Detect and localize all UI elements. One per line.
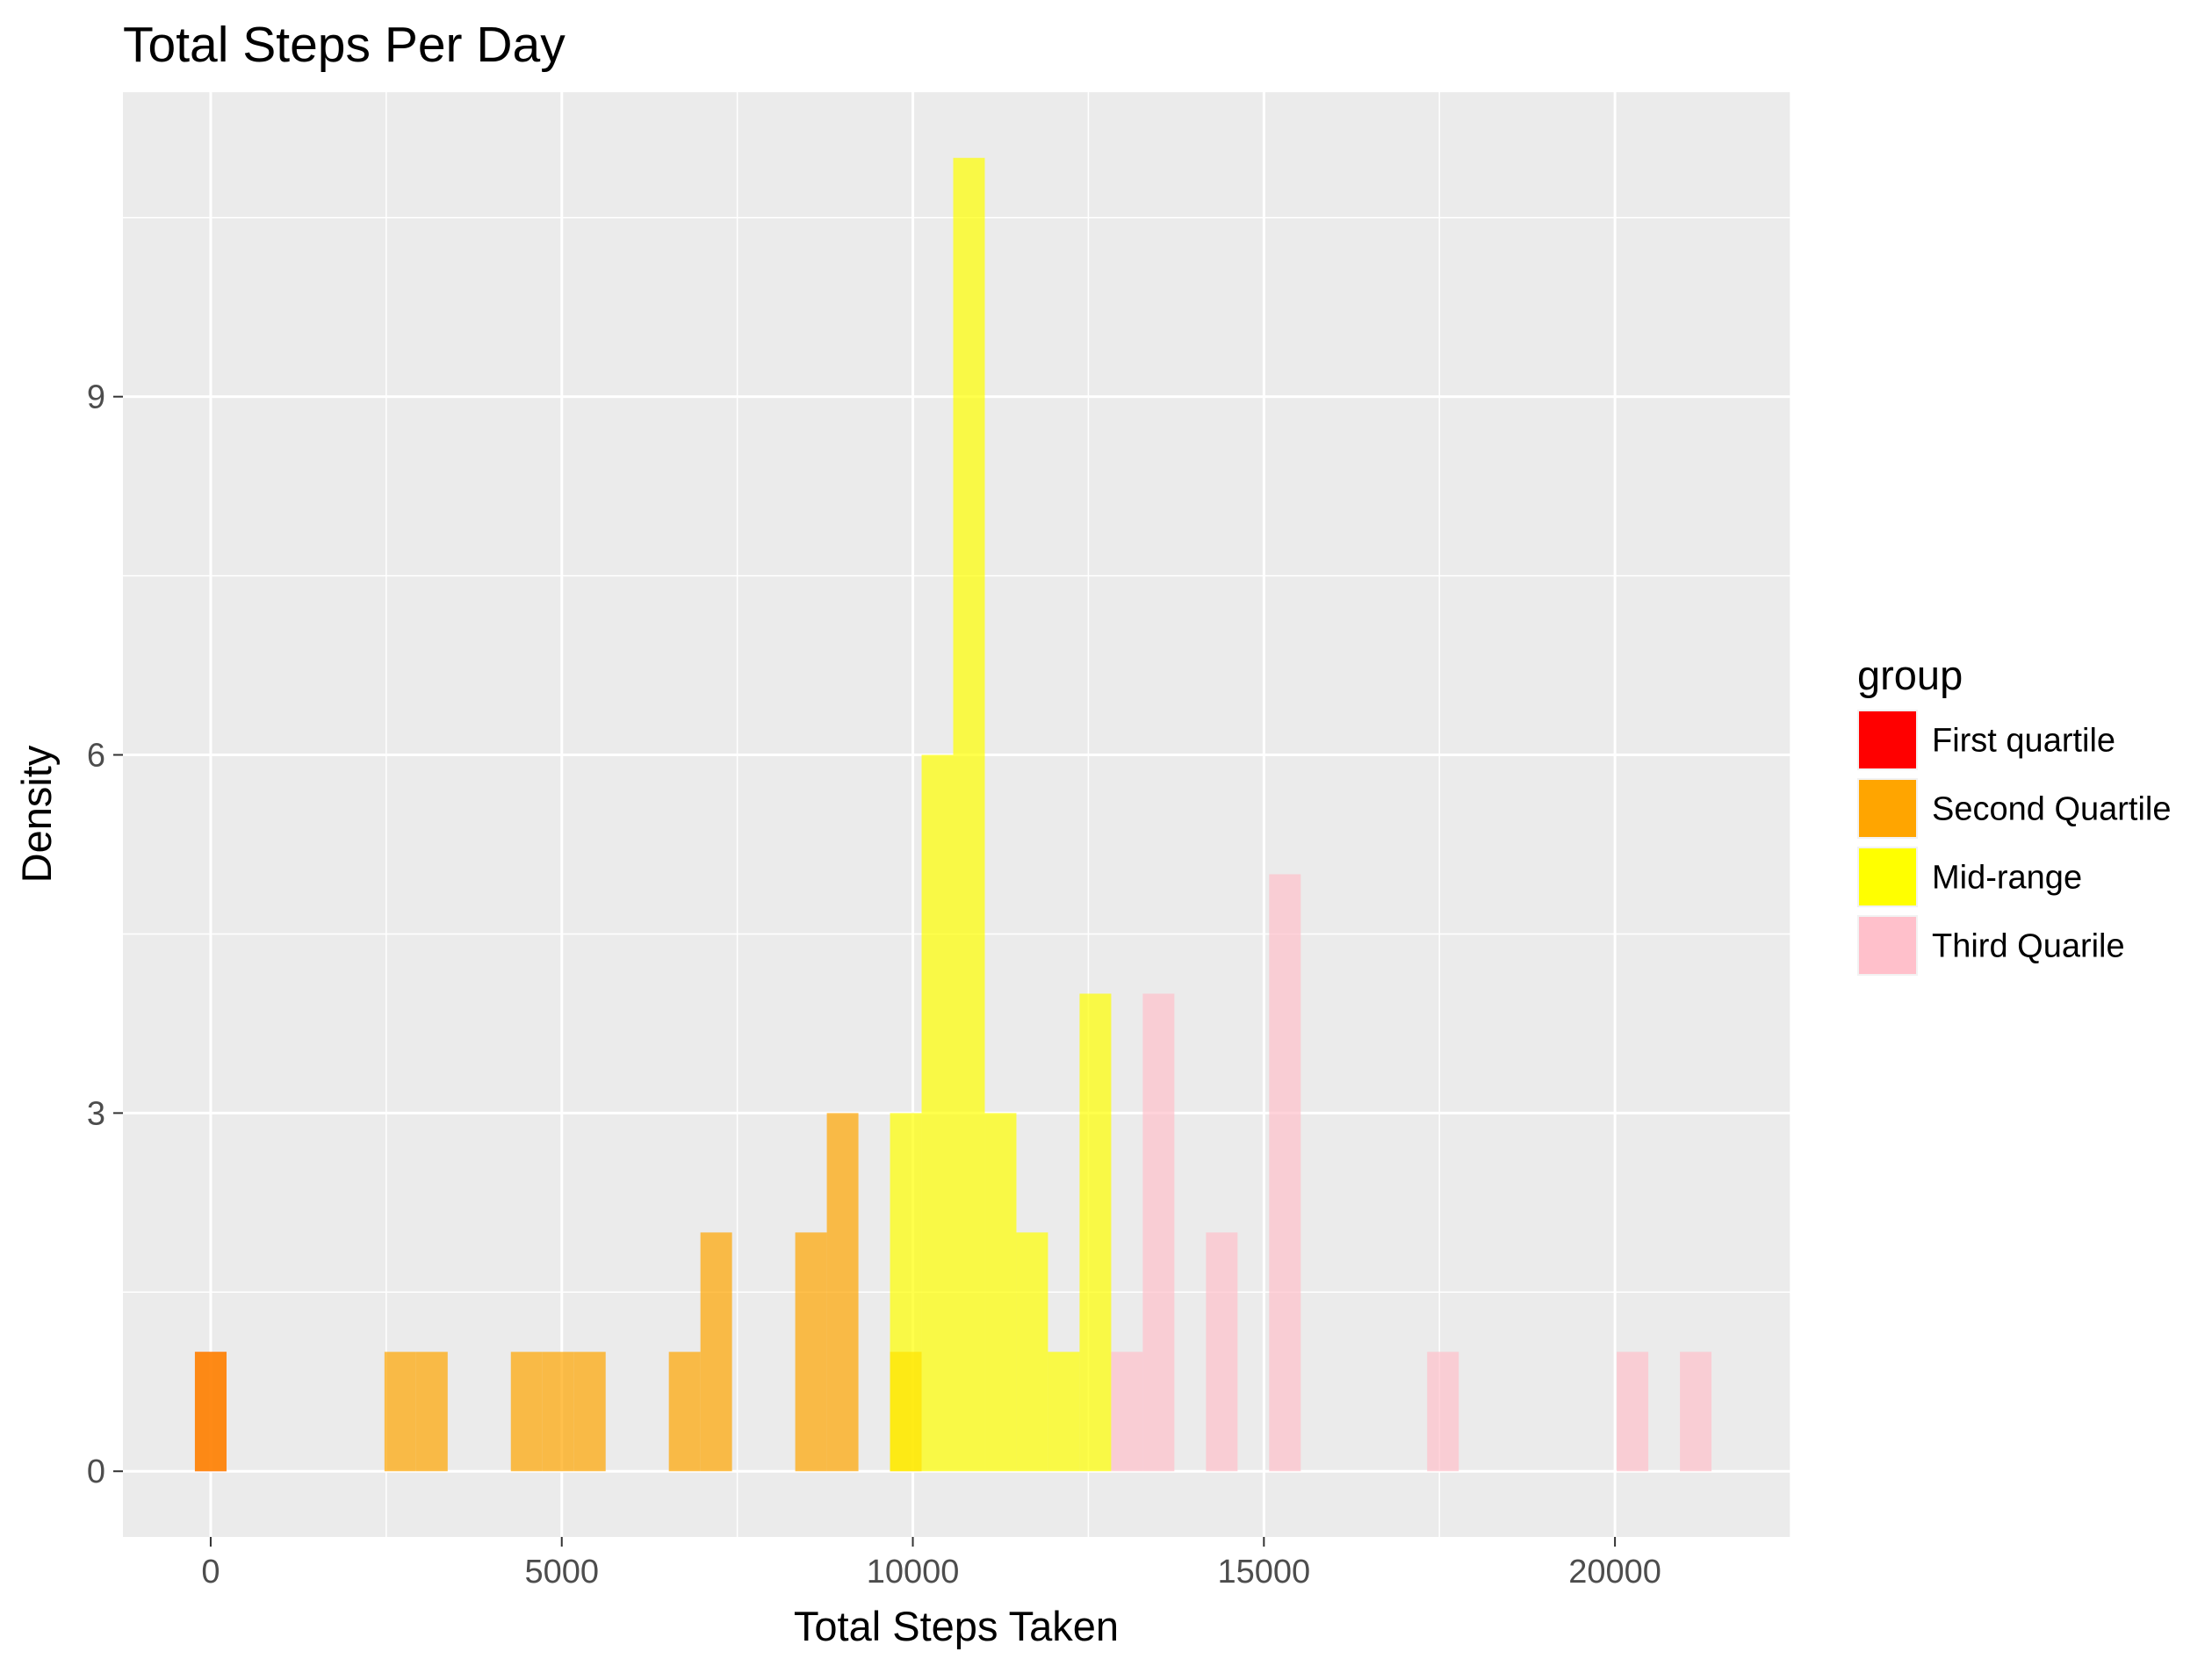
histogram-bar xyxy=(1048,1352,1080,1472)
legend: group First quartile Second Quartile Mid-r… xyxy=(1857,652,2172,976)
x-axis-title: Total Steps Taken xyxy=(794,1603,1119,1649)
y-axis: 0 3 6 9 xyxy=(87,379,123,1490)
legend-key-swatch xyxy=(1859,780,1916,837)
legend-title: group xyxy=(1857,652,1963,698)
histogram-bar xyxy=(1016,1232,1048,1472)
histogram-bar xyxy=(1079,993,1112,1472)
histogram-bar xyxy=(1142,993,1175,1472)
histogram-bar xyxy=(826,1113,859,1472)
x-tick-label: 15000 xyxy=(1217,1554,1310,1590)
legend-key-swatch xyxy=(1859,711,1916,768)
legend-entry-label: First quartile xyxy=(1932,723,2115,760)
histogram-bar xyxy=(1617,1352,1649,1472)
x-tick-label: 10000 xyxy=(867,1554,960,1590)
y-tick-label: 3 xyxy=(87,1095,105,1132)
histogram-bar xyxy=(668,1352,701,1472)
x-tick-label: 20000 xyxy=(1568,1554,1661,1590)
histogram-bar xyxy=(890,1113,922,1472)
histogram-bar xyxy=(1111,1352,1143,1472)
y-axis-title: Density xyxy=(13,745,60,883)
y-tick-label: 9 xyxy=(87,379,105,416)
histogram-bar xyxy=(1427,1352,1459,1472)
legend-entry-label: Second Quartile xyxy=(1932,791,2172,828)
histogram-bar xyxy=(1269,874,1301,1472)
histogram-bar xyxy=(194,1352,227,1472)
histogram-bars xyxy=(194,157,1712,1472)
histogram-bar xyxy=(1206,1232,1238,1472)
histogram-bar xyxy=(795,1232,827,1472)
x-axis: 0 5000 10000 15000 20000 xyxy=(201,1537,1661,1590)
histogram-bar xyxy=(415,1352,448,1472)
histogram-bar xyxy=(921,754,954,1472)
histogram-bar xyxy=(573,1352,606,1472)
legend-entry-label: Third Quarile xyxy=(1932,928,2125,965)
y-tick-label: 6 xyxy=(87,738,105,775)
histogram-bar xyxy=(542,1352,574,1472)
legend-key-swatch xyxy=(1859,917,1916,974)
histogram-bar xyxy=(700,1232,732,1472)
histogram-bar xyxy=(384,1352,416,1472)
y-tick-label: 0 xyxy=(87,1453,105,1490)
histogram-bar xyxy=(984,1113,1017,1472)
histogram-bar xyxy=(953,157,985,1472)
chart-title: Total Steps Per Day xyxy=(123,17,566,73)
histogram-bar xyxy=(510,1352,543,1472)
x-tick-label: 5000 xyxy=(524,1554,599,1590)
legend-key-swatch xyxy=(1859,848,1916,905)
x-tick-label: 0 xyxy=(201,1554,220,1590)
legend-entry-label: Mid-range xyxy=(1932,860,2082,897)
histogram-bar xyxy=(1680,1352,1712,1472)
